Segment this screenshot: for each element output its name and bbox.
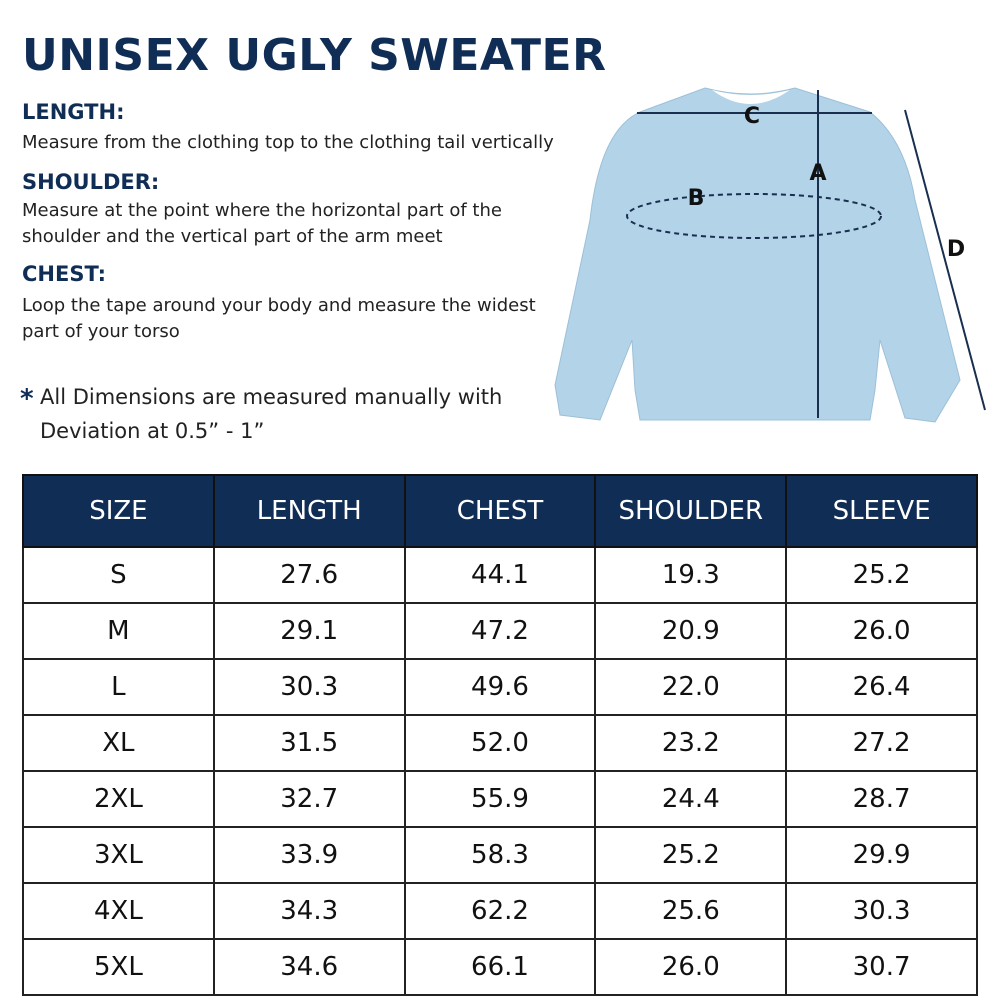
table-cell: 44.1 — [403, 546, 597, 604]
section-text: Measure from the clothing top to the clo… — [22, 132, 554, 153]
table-cell: M — [22, 602, 215, 660]
table-cell: 27.6 — [212, 546, 406, 604]
table-row: 4XL 34.3 62.2 25.6 30.3 — [22, 882, 978, 940]
section-text: Loop the tape around your body and measu… — [22, 295, 536, 316]
table-cell: 29.9 — [785, 826, 978, 884]
table-cell: 29.1 — [212, 602, 406, 660]
table-row: 5XL 34.6 66.1 26.0 30.7 — [22, 938, 978, 996]
table-cell: 58.3 — [403, 826, 597, 884]
section-heading: LENGTH: — [22, 100, 125, 124]
table-cell: 30.3 — [212, 658, 406, 716]
table-cell: 5XL — [22, 938, 215, 996]
size-table: SIZE LENGTH CHEST SHOULDER SLEEVE S 27.6 44.1 19… — [22, 474, 978, 996]
measure-lines — [626, 90, 986, 418]
table-cell: 30.7 — [785, 938, 978, 996]
table-row: XL 31.5 52.0 23.2 27.2 — [22, 714, 978, 772]
note-marker: * — [20, 384, 34, 414]
table-cell: L — [22, 658, 215, 716]
table-row: 3XL 33.9 58.3 25.2 29.9 — [22, 826, 978, 884]
table-cell: 30.3 — [785, 882, 978, 940]
table-cell: 27.2 — [785, 714, 978, 772]
label-c: C — [744, 104, 760, 129]
table-cell: 47.2 — [403, 602, 597, 660]
note-text: All Dimensions are measured manually wit… — [40, 385, 503, 409]
table-cell: 62.2 — [403, 882, 597, 940]
table-cell: 66.1 — [403, 938, 597, 996]
table-cell: 32.7 — [212, 770, 406, 828]
column-header: SIZE — [22, 474, 215, 548]
note-text: Deviation at 0.5” - 1” — [40, 419, 265, 443]
collar — [712, 90, 790, 104]
column-header: SHOULDER — [594, 474, 788, 548]
table-cell: 52.0 — [403, 714, 597, 772]
table-cell: 26.4 — [785, 658, 978, 716]
section-text: part of your torso — [22, 321, 180, 342]
table-row: S 27.6 44.1 19.3 25.2 — [22, 546, 978, 604]
table-row: 2XL 32.7 55.9 24.4 28.7 — [22, 770, 978, 828]
table-cell: 20.9 — [594, 602, 788, 660]
table-cell: 25.2 — [594, 826, 788, 884]
table-cell: 23.2 — [594, 714, 788, 772]
table-cell: XL — [22, 714, 215, 772]
table-cell: 34.3 — [212, 882, 406, 940]
sweater-diagram: C A B D — [554, 87, 986, 423]
table-cell: 31.5 — [212, 714, 406, 772]
table-cell: 26.0 — [785, 602, 978, 660]
sweater — [554, 87, 961, 423]
title: UNISEX UGLY SWEATER — [22, 30, 607, 81]
section-text: shoulder and the vertical part of the ar… — [22, 226, 443, 247]
column-header: CHEST — [403, 474, 597, 548]
table-cell: 25.6 — [594, 882, 788, 940]
column-header: SLEEVE — [785, 474, 978, 548]
table-cell: 19.3 — [594, 546, 788, 604]
table-cell: 33.9 — [212, 826, 406, 884]
table-row: L 30.3 49.6 22.0 26.4 — [22, 658, 978, 716]
header-row: SIZE LENGTH CHEST SHOULDER SLEEVE — [22, 474, 978, 548]
label-d: D — [947, 237, 965, 262]
table-cell: 34.6 — [212, 938, 406, 996]
section-heading: SHOULDER: — [22, 170, 160, 194]
table-cell: 4XL — [22, 882, 215, 940]
table-cell: 25.2 — [785, 546, 978, 604]
column-header: LENGTH — [212, 474, 406, 548]
section-heading: CHEST: — [22, 262, 107, 286]
table-cell: 55.9 — [403, 770, 597, 828]
table-cell: S — [22, 546, 215, 604]
label-a: A — [809, 161, 826, 186]
table-cell: 49.6 — [403, 658, 597, 716]
table-cell: 22.0 — [594, 658, 788, 716]
table-cell: 2XL — [22, 770, 215, 828]
table-cell: 28.7 — [785, 770, 978, 828]
table-cell: 24.4 — [594, 770, 788, 828]
table-cell: 26.0 — [594, 938, 788, 996]
table-cell: 3XL — [22, 826, 215, 884]
table-row: M 29.1 47.2 20.9 26.0 — [22, 602, 978, 660]
label-b: B — [688, 186, 705, 211]
section-text: Measure at the point where the horizonta… — [22, 200, 502, 221]
